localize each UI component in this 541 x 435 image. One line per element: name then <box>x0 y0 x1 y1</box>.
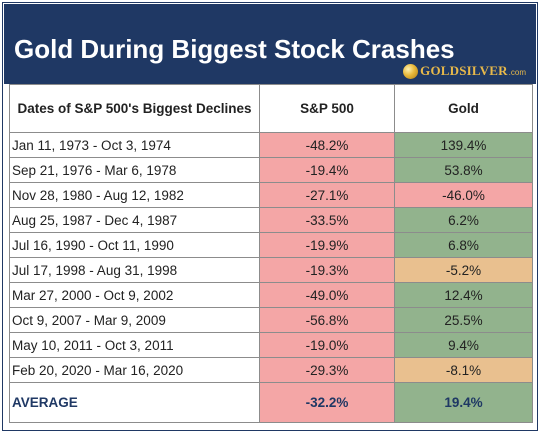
table-row: Jul 16, 1990 - Oct 11, 1990 -19.9% 6.8% <box>9 232 533 258</box>
gold-cell: -46.0% <box>394 182 533 208</box>
header-row: Dates of S&P 500's Biggest Declines S&P … <box>9 84 533 133</box>
gold-cell: 6.8% <box>394 232 533 258</box>
date-range-cell: Jul 16, 1990 - Oct 11, 1990 <box>9 232 260 258</box>
gold-cell: -8.1% <box>394 357 533 383</box>
date-range-cell: Feb 20, 2020 - Mar 16, 2020 <box>9 357 260 383</box>
sp500-cell: -19.9% <box>259 232 395 258</box>
table-body: Dates of S&P 500's Biggest Declines S&P … <box>9 84 533 423</box>
logo-tld: .com <box>508 68 526 77</box>
date-range-cell: Aug 25, 1987 - Dec 4, 1987 <box>9 207 260 233</box>
chart-frame: Gold During Biggest Stock Crashes GOLDSI… <box>2 2 538 431</box>
sp500-cell: -27.1% <box>259 182 395 208</box>
gold-cell: 12.4% <box>394 282 533 308</box>
column-header-sp500: S&P 500 <box>259 84 395 133</box>
gold-coin-icon <box>403 63 419 79</box>
table-row: Mar 27, 2000 - Oct 9, 2002 -49.0% 12.4% <box>9 282 533 308</box>
average-row: AVERAGE -32.2% 19.4% <box>9 382 533 423</box>
sp500-cell: -48.2% <box>259 132 395 158</box>
table-row: Oct 9, 2007 - Mar 9, 2009 -56.8% 25.5% <box>9 307 533 333</box>
goldsilver-logo: GOLDSILVER .com <box>403 63 526 79</box>
gold-cell: 139.4% <box>394 132 533 158</box>
table-row: Feb 20, 2020 - Mar 16, 2020 -29.3% -8.1% <box>9 357 533 383</box>
gold-cell: 53.8% <box>394 157 533 183</box>
sp500-cell: -29.3% <box>259 357 395 383</box>
average-label-cell: AVERAGE <box>9 382 260 423</box>
date-range-cell: May 10, 2011 - Oct 3, 2011 <box>9 332 260 358</box>
average-sp500-cell: -32.2% <box>259 382 395 423</box>
table-row: Nov 28, 1980 - Aug 12, 1982 -27.1% -46.0% <box>9 182 533 208</box>
date-range-cell: Nov 28, 1980 - Aug 12, 1982 <box>9 182 260 208</box>
table-row: Aug 25, 1987 - Dec 4, 1987 -33.5% 6.2% <box>9 207 533 233</box>
gold-cell: 9.4% <box>394 332 533 358</box>
chart-title: Gold During Biggest Stock Crashes <box>14 34 455 64</box>
table-row: Jan 11, 1973 - Oct 3, 1974 -48.2% 139.4% <box>9 132 533 158</box>
table-row: Jul 17, 1998 - Aug 31, 1998 -19.3% -5.2% <box>9 257 533 283</box>
sp500-cell: -56.8% <box>259 307 395 333</box>
date-range-cell: Mar 27, 2000 - Oct 9, 2002 <box>9 282 260 308</box>
sp500-cell: -19.4% <box>259 157 395 183</box>
crash-table: Dates of S&P 500's Biggest Declines S&P … <box>9 84 533 423</box>
gold-cell: -5.2% <box>394 257 533 283</box>
sp500-cell: -19.0% <box>259 332 395 358</box>
sp500-cell: -33.5% <box>259 207 395 233</box>
date-range-cell: Jan 11, 1973 - Oct 3, 1974 <box>9 132 260 158</box>
gold-cell: 6.2% <box>394 207 533 233</box>
date-range-cell: Jul 17, 1998 - Aug 31, 1998 <box>9 257 260 283</box>
title-banner: Gold During Biggest Stock Crashes GOLDSI… <box>4 4 536 84</box>
column-header-gold: Gold <box>394 84 533 133</box>
logo-name: GOLDSILVER <box>420 63 508 78</box>
table-row: May 10, 2011 - Oct 3, 2011 -19.0% 9.4% <box>9 332 533 358</box>
average-gold-cell: 19.4% <box>394 382 533 423</box>
gold-cell: 25.5% <box>394 307 533 333</box>
column-header-dates: Dates of S&P 500's Biggest Declines <box>9 84 260 133</box>
table-row: Sep 21, 1976 - Mar 6, 1978 -19.4% 53.8% <box>9 157 533 183</box>
sp500-cell: -19.3% <box>259 257 395 283</box>
sp500-cell: -49.0% <box>259 282 395 308</box>
date-range-cell: Sep 21, 1976 - Mar 6, 1978 <box>9 157 260 183</box>
date-range-cell: Oct 9, 2007 - Mar 9, 2009 <box>9 307 260 333</box>
